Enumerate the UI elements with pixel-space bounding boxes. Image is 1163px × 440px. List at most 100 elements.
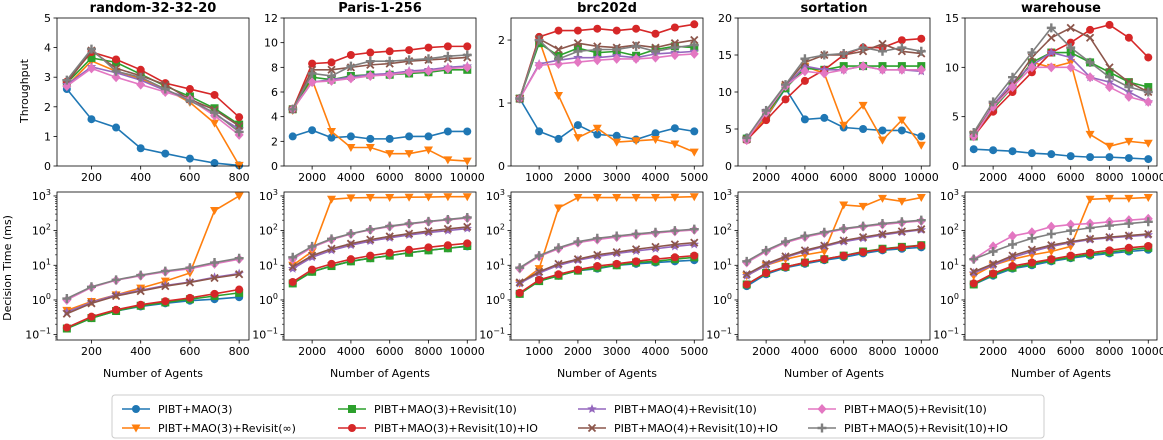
series-line (746, 65, 922, 140)
data-point (534, 251, 544, 261)
x-tick-label: 2000 (752, 171, 780, 184)
data-point (1047, 33, 1056, 42)
data-point (689, 148, 699, 157)
data-point (136, 270, 146, 280)
y-tick-label: 0 (498, 160, 505, 173)
data-point (573, 121, 582, 130)
data-point (1086, 248, 1095, 257)
data-point (917, 132, 926, 141)
x-tick-label: 8000 (868, 345, 896, 358)
data-point (1008, 147, 1017, 156)
brc202d-throughput-panel: 1000 2000 3000 4000 5000 0 1 2 brc202d (498, 1, 708, 184)
series-line (292, 66, 468, 110)
series-line (973, 245, 1149, 285)
data-point (670, 226, 680, 236)
data-point (820, 255, 829, 264)
data-point (1086, 25, 1095, 34)
series-line (519, 243, 695, 285)
series-line (292, 77, 468, 162)
brc202d-time-panel: 1000 2000 3000 4000 5000 10−1 100 101 102 103 (479, 188, 708, 358)
series-7 (742, 215, 926, 266)
series-5 (969, 229, 1153, 276)
y-tick-label: 103 (713, 188, 732, 203)
data-point (404, 219, 414, 229)
data-point (631, 41, 641, 51)
series-line (518, 41, 695, 99)
data-point (308, 59, 317, 68)
y-tick-label: 0 (44, 160, 51, 173)
data-point (1047, 255, 1056, 264)
data-point (287, 263, 298, 273)
legend-marker (587, 423, 597, 433)
x-tick-label: 8000 (414, 171, 442, 184)
legend-label: PIBT+MAO(4)+Revisit(10) (614, 403, 757, 416)
series-7 (742, 43, 926, 143)
data-point (1008, 72, 1018, 82)
series-1 (742, 194, 926, 281)
data-point (346, 132, 355, 141)
data-point (515, 288, 524, 297)
data-point (916, 64, 926, 75)
data-point (800, 76, 809, 85)
data-point (423, 193, 433, 202)
data-point (515, 278, 524, 287)
data-point (670, 23, 679, 32)
data-point (820, 113, 829, 122)
data-point (917, 225, 926, 234)
data-point (839, 251, 848, 260)
data-point (858, 232, 868, 242)
axes-frame (964, 17, 1158, 167)
series-line (291, 45, 468, 110)
data-point (1124, 33, 1133, 42)
data-point (185, 278, 195, 287)
data-point (800, 54, 810, 64)
data-point (423, 66, 433, 77)
series-5 (742, 39, 926, 144)
data-point (988, 259, 998, 268)
axes-frame (56, 17, 250, 167)
series-7 (288, 50, 472, 114)
data-point (1104, 194, 1114, 203)
series-3 (62, 285, 244, 332)
data-point (593, 262, 602, 271)
data-point (988, 246, 998, 256)
series-line (292, 54, 468, 110)
data-point (592, 124, 602, 133)
data-point (877, 64, 887, 75)
x-tick-label: 4000 (337, 345, 365, 358)
data-point (1027, 149, 1036, 158)
x-tick-label: 2000 (564, 171, 592, 184)
data-point (308, 265, 317, 274)
series-3 (742, 241, 926, 289)
data-point (327, 133, 336, 142)
data-point (612, 26, 621, 35)
data-point (346, 255, 355, 264)
data-point (631, 229, 641, 239)
data-point (1143, 96, 1153, 107)
y-tick-label: 0 (725, 160, 732, 173)
data-point (1027, 245, 1037, 254)
x-tick-label: 1000 (525, 345, 553, 358)
data-point (1008, 230, 1018, 241)
y-tick-label: 101 (259, 257, 278, 272)
data-point (916, 215, 926, 225)
data-point (515, 94, 525, 104)
data-point (1085, 195, 1095, 204)
data-point (365, 144, 375, 152)
y-tick-label: 15 (718, 49, 732, 62)
data-point (631, 137, 641, 146)
data-point (385, 150, 395, 159)
x-tick-label: 8000 (868, 171, 896, 184)
data-point (1027, 258, 1036, 267)
data-point (234, 127, 244, 137)
data-point (897, 116, 907, 125)
x-axis-label: Number of Agents (103, 367, 203, 380)
legend-marker (587, 404, 597, 414)
x-tick-label: 600 (179, 345, 200, 358)
data-point (86, 297, 97, 307)
y-tick-label: 100 (486, 292, 505, 307)
data-point (1085, 33, 1095, 42)
data-point (969, 127, 979, 137)
y-tick-label: 102 (486, 223, 505, 238)
y-tick-label: 15 (945, 12, 959, 25)
